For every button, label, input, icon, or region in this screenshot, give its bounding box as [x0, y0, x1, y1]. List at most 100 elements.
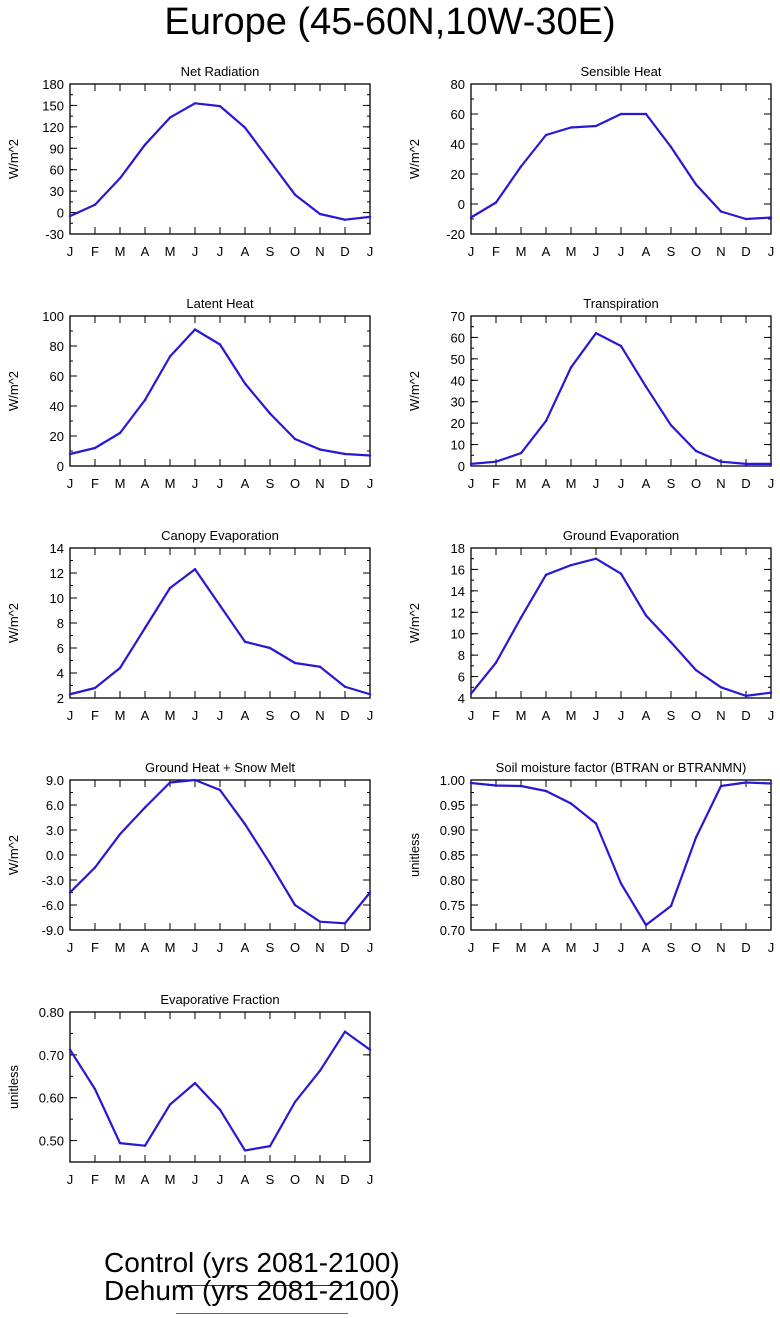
x-tick-label: N	[716, 244, 725, 259]
y-axis-label: W/m^2	[407, 139, 422, 179]
data-point	[519, 616, 523, 619]
x-tick-label: M	[516, 940, 527, 955]
x-tick-label: D	[741, 708, 750, 723]
data-point	[544, 133, 548, 137]
y-tick-label: 150	[42, 98, 64, 113]
x-tick-label: J	[593, 708, 600, 723]
y-tick-label: -3.0	[42, 873, 64, 888]
x-tick-label: M	[566, 708, 577, 723]
data-point	[769, 782, 773, 785]
data-point	[569, 126, 573, 129]
x-tick-label: F	[91, 476, 99, 491]
x-tick-label: N	[716, 940, 725, 955]
data-point	[343, 1030, 347, 1033]
x-tick-label: F	[91, 244, 99, 259]
x-tick-label: D	[340, 476, 349, 491]
series-line-control	[470, 781, 772, 927]
data-point	[544, 789, 548, 793]
data-point	[343, 452, 347, 456]
y-tick-label: 2	[57, 691, 64, 706]
data-point	[694, 668, 698, 672]
x-tick-label: D	[340, 244, 349, 259]
x-tick-label: J	[367, 244, 374, 259]
x-tick-label: D	[741, 476, 750, 491]
y-tick-label: 0.0	[46, 848, 64, 863]
x-tick-label: J	[367, 708, 374, 723]
chart-title: Transpiration	[583, 296, 658, 311]
figure-title: Europe (45-60N,10W-30E)	[164, 1, 616, 43]
x-tick-label: O	[290, 1172, 300, 1187]
y-tick-label: 18	[451, 541, 465, 556]
y-tick-label: 0.70	[39, 1048, 64, 1063]
x-tick-label: A	[642, 244, 651, 259]
chart-title: Latent Heat	[186, 296, 254, 311]
data-point	[93, 203, 97, 206]
y-axis-label: W/m^2	[6, 371, 21, 411]
data-point	[143, 806, 147, 809]
data-point	[619, 344, 623, 348]
data-point	[318, 1069, 322, 1072]
data-point	[143, 143, 147, 146]
x-tick-label: J	[192, 708, 199, 723]
y-tick-label: -9.0	[42, 923, 64, 938]
x-tick-label: M	[115, 1172, 126, 1187]
data-point	[368, 891, 372, 894]
chart-panel-7: Ground Heat + Snow Melt W/m^2 -9.0 -6.0 -3.0…	[6, 760, 373, 955]
y-tick-label: 10	[451, 627, 465, 642]
x-tick-label: A	[542, 476, 551, 491]
y-tick-label: 8	[57, 616, 64, 631]
x-tick-label: A	[642, 940, 651, 955]
data-point	[118, 431, 122, 435]
chart-title: Ground Heat + Snow Melt	[145, 760, 295, 775]
x-tick-label: J	[217, 708, 224, 723]
data-point	[93, 446, 97, 450]
x-tick-label: A	[141, 244, 150, 259]
y-tick-label: 0	[458, 197, 465, 212]
data-point	[268, 1144, 272, 1148]
x-tick-label: S	[667, 940, 676, 955]
data-point	[68, 214, 72, 218]
data-point	[769, 462, 773, 466]
series-line-control	[69, 102, 371, 221]
y-tick-label: 100	[42, 309, 64, 324]
x-tick-label: J	[768, 940, 775, 955]
x-tick-label: J	[768, 708, 775, 723]
chart-panel-8: Soil moisture factor (BTRAN or BTRANMN) u…	[407, 760, 774, 955]
chart-title: Soil moisture factor (BTRAN or BTRANMN)	[496, 760, 747, 775]
x-tick-label: F	[492, 476, 500, 491]
data-point	[143, 1144, 147, 1147]
x-tick-label: D	[741, 244, 750, 259]
x-tick-label: D	[741, 940, 750, 955]
data-point	[268, 862, 272, 865]
series-line-control	[69, 1030, 371, 1152]
x-tick-label: J	[367, 476, 374, 491]
data-point	[68, 693, 72, 696]
x-tick-label: O	[691, 476, 701, 491]
y-tick-label: 0	[57, 459, 64, 474]
data-point	[318, 212, 322, 216]
y-tick-label: 1.00	[440, 773, 465, 788]
x-tick-label: A	[241, 708, 250, 723]
y-tick-label: 6	[458, 670, 465, 685]
y-tick-label: 30	[50, 184, 64, 199]
x-tick-label: O	[290, 476, 300, 491]
data-point	[218, 788, 222, 792]
series-line-control	[470, 332, 771, 465]
x-tick-label: O	[691, 940, 701, 955]
x-tick-label: S	[266, 1172, 275, 1187]
data-point	[569, 366, 573, 369]
data-point	[218, 604, 222, 607]
chart-title: Net Radiation	[181, 64, 260, 79]
data-point	[469, 462, 473, 466]
data-point	[694, 183, 698, 186]
data-point	[519, 784, 523, 788]
y-tick-label: 4	[458, 691, 465, 706]
data-point	[293, 437, 297, 441]
y-axis-label: W/m^2	[6, 835, 21, 875]
plot-frame	[69, 315, 371, 467]
x-tick-label: N	[716, 708, 725, 723]
y-tick-label: 0.90	[440, 823, 465, 838]
data-point	[769, 216, 773, 219]
y-tick-label: 0.80	[39, 1005, 64, 1020]
y-tick-label: 4	[57, 666, 64, 681]
